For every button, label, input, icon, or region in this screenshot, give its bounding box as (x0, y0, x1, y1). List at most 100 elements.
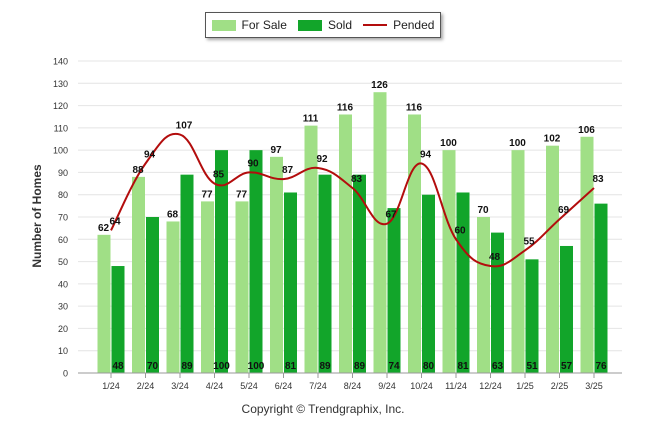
x-tick-label: 2/25 (551, 381, 569, 391)
label-for-sale: 116 (406, 102, 423, 113)
legend-label-pended: Pended (393, 18, 435, 32)
bar-sold (491, 232, 504, 373)
label-sold: 48 (112, 361, 124, 372)
x-tick-label: 5/24 (240, 381, 258, 391)
label-for-sale: 77 (201, 189, 213, 200)
pended-line-layer (110, 132, 595, 268)
bar-for-sale (339, 114, 352, 373)
x-tick-label: 3/24 (171, 381, 189, 391)
label-pended: 83 (351, 174, 363, 185)
bar-sold (594, 203, 608, 373)
x-tick-label: 10/24 (410, 381, 433, 391)
x-tick-label: 2/24 (137, 381, 155, 391)
sold-swatch (297, 19, 322, 31)
bar-for-sale (546, 145, 559, 373)
bar-for-sale (235, 201, 249, 373)
y-tick-label: 60 (58, 235, 68, 245)
label-for-sale: 70 (477, 205, 489, 216)
legend-item-pended[interactable]: Pended (363, 18, 434, 32)
bar-for-sale (201, 201, 214, 373)
label-for-sale: 126 (371, 80, 388, 91)
bar-for-sale (97, 234, 111, 373)
legend-label-for-sale: For Sale (241, 18, 287, 32)
label-for-sale: 97 (270, 145, 282, 156)
bar-for-sale (442, 150, 456, 373)
pended-swatch (363, 24, 388, 26)
label-pended: 55 (523, 236, 535, 247)
label-for-sale: 100 (440, 138, 457, 149)
bar-for-sale (270, 156, 283, 373)
copyright-text: Copyright © Trendgraphix, Inc. (241, 402, 405, 416)
bar-sold (284, 192, 297, 373)
x-tick-label: 9/24 (378, 381, 396, 391)
bar-for-sale (408, 114, 421, 373)
label-sold: 76 (595, 361, 607, 372)
x-tick-label: 4/24 (206, 381, 224, 391)
y-tick-label: 20 (58, 324, 68, 334)
bar-for-sale (477, 217, 490, 373)
bar-for-sale (580, 136, 594, 373)
x-tick-label: 1/25 (516, 381, 534, 391)
label-sold: 80 (423, 361, 435, 372)
x-tick-label: 1/24 (102, 381, 120, 391)
y-tick-label: 40 (58, 279, 68, 289)
label-pended: 94 (144, 150, 156, 161)
label-for-sale: 111 (303, 114, 319, 125)
y-tick-label: 100 (53, 146, 68, 156)
label-pended: 107 (176, 121, 193, 132)
bar-sold (387, 208, 401, 373)
label-pended: 69 (558, 205, 570, 216)
bar-sold (525, 259, 539, 373)
y-tick-label: 30 (58, 302, 68, 312)
label-for-sale: 77 (236, 189, 248, 200)
bar-for-sale (304, 125, 318, 373)
bar-sold (249, 150, 263, 373)
label-for-sale: 88 (132, 165, 144, 176)
y-tick-label: 110 (54, 123, 68, 133)
y-tick-label: 90 (58, 168, 68, 178)
pended-line (110, 132, 595, 268)
x-tick-label: 11/24 (445, 381, 467, 391)
label-pended: 94 (420, 150, 432, 161)
bar-for-sale (511, 150, 525, 373)
legend: For Sale Sold Pended (205, 12, 441, 38)
label-for-sale: 68 (167, 209, 179, 220)
data-labels: 6248648870946889107771008577100909781871… (98, 80, 607, 372)
y-tick-label: 120 (53, 101, 68, 111)
label-pended: 67 (385, 210, 397, 221)
label-pended: 48 (489, 252, 501, 263)
bar-sold (353, 174, 366, 373)
label-sold: 100 (213, 361, 230, 372)
label-sold: 89 (354, 361, 366, 372)
bar-sold (456, 192, 470, 373)
y-tick-label: 50 (58, 257, 68, 267)
legend-item-sold[interactable]: Sold (297, 18, 352, 32)
y-tick-label: 140 (53, 57, 68, 67)
label-for-sale: 102 (544, 134, 561, 145)
label-sold: 81 (457, 361, 469, 372)
x-tick-label: 8/24 (344, 381, 362, 391)
label-sold: 89 (319, 361, 331, 372)
label-pended: 90 (247, 158, 259, 169)
y-tick-label: 0 (63, 369, 68, 379)
y-tick-label: 70 (58, 213, 68, 223)
label-sold: 81 (285, 361, 297, 372)
axes: 0 10 20 30 40 50 60 70 80 90 100 110 120 130 140 1/24 2/… (53, 57, 622, 391)
x-tick-label: 7/24 (309, 381, 327, 391)
label-sold: 89 (181, 361, 193, 372)
bar-sold (146, 217, 159, 373)
x-tick-label: 6/24 (275, 381, 293, 391)
bar-for-sale (132, 176, 145, 373)
x-tick-label: 12/24 (479, 381, 502, 391)
label-pended: 64 (109, 216, 121, 227)
bar-sold (180, 174, 194, 373)
x-tick-label: 3/25 (585, 381, 603, 391)
y-tick-label: 130 (53, 79, 68, 89)
label-sold: 57 (561, 361, 573, 372)
for-sale-swatch (211, 19, 236, 31)
label-sold: 100 (248, 361, 265, 372)
label-for-sale: 106 (578, 125, 595, 136)
legend-item-for-sale[interactable]: For Sale (211, 18, 287, 32)
label-sold: 74 (388, 361, 400, 372)
